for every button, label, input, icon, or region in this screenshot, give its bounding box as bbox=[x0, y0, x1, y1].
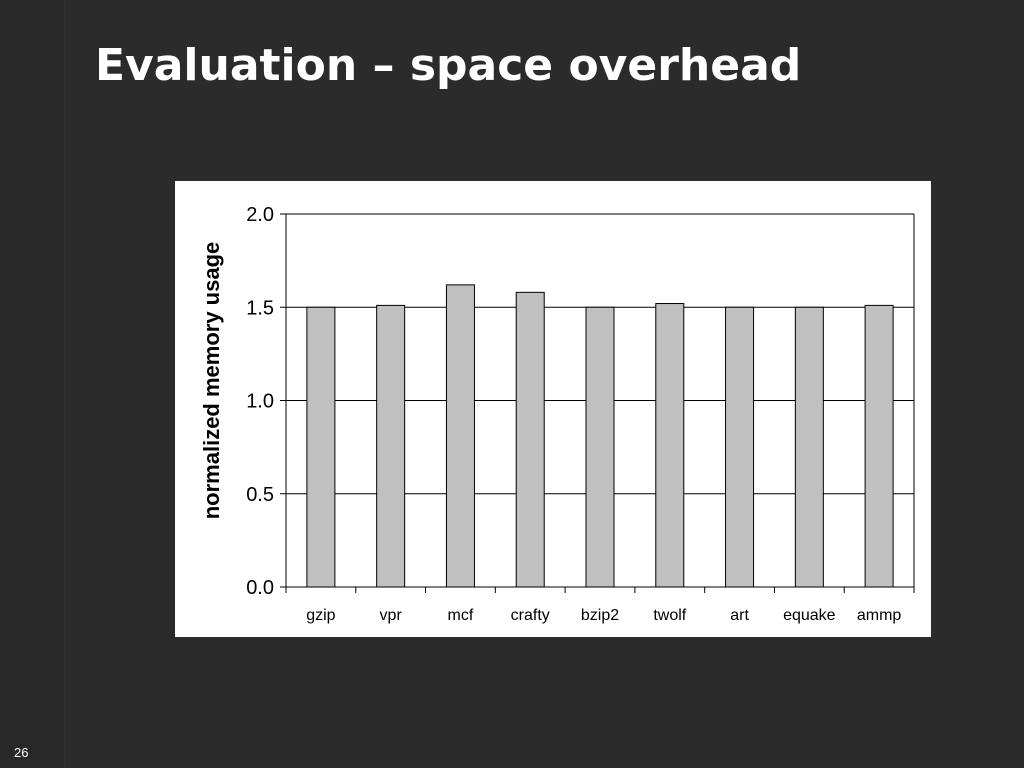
bars bbox=[306, 284, 894, 588]
bar-equake bbox=[794, 306, 824, 588]
bar-vpr bbox=[376, 304, 406, 588]
x-tick-label: crafty bbox=[511, 607, 550, 624]
bar-gzip bbox=[306, 306, 336, 588]
y-tick-label: 0.0 bbox=[246, 577, 274, 599]
bar-art bbox=[725, 306, 755, 588]
slide-title: Evaluation – space overhead bbox=[95, 40, 802, 91]
y-axis-label: normalized memory usage bbox=[199, 242, 224, 520]
x-tick-label: equake bbox=[783, 607, 836, 624]
bar-bzip2 bbox=[585, 306, 615, 588]
y-tick-label: 0.5 bbox=[246, 484, 274, 506]
x-tick-label: gzip bbox=[306, 607, 335, 624]
y-tick-labels: 0.0 0.5 1.0 1.5 2.0 bbox=[246, 204, 274, 599]
x-tick-label: bzip2 bbox=[581, 607, 619, 624]
bar-chart: 0.0 0.5 1.0 1.5 2.0 gzip vpr mcf crafty bzip2 two… bbox=[199, 204, 915, 624]
page-number: 26 bbox=[14, 745, 29, 760]
bar-ammp bbox=[864, 304, 894, 588]
x-tick-label: art bbox=[730, 607, 749, 624]
y-tick-label: 2.0 bbox=[246, 204, 274, 226]
axes bbox=[280, 213, 915, 593]
y-tick-label: 1.0 bbox=[246, 391, 274, 413]
bar-twolf bbox=[655, 303, 685, 588]
x-tick-label: vpr bbox=[380, 607, 403, 624]
bar-mcf bbox=[445, 284, 475, 588]
x-tick-label: mcf bbox=[448, 607, 474, 624]
x-tick-labels: gzip vpr mcf crafty bzip2 twolf art equake ammp bbox=[306, 607, 901, 624]
x-tick-label: twolf bbox=[653, 607, 686, 624]
y-tick-label: 1.5 bbox=[246, 297, 274, 319]
x-tick-label: ammp bbox=[857, 607, 902, 624]
left-margin-strip bbox=[0, 0, 65, 768]
chart-panel: 0.0 0.5 1.0 1.5 2.0 gzip vpr mcf crafty bzip2 two… bbox=[175, 181, 931, 637]
bar-crafty bbox=[515, 291, 545, 588]
